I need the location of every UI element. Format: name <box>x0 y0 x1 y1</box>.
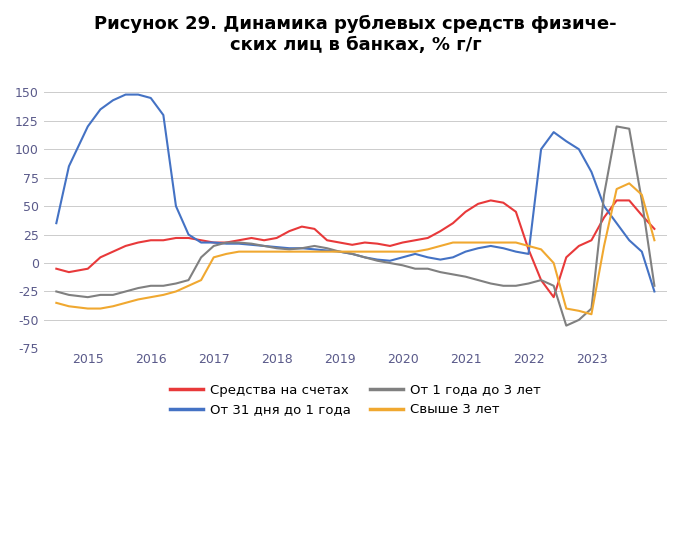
Legend: Средства на счетах, От 31 дня до 1 года, От 1 года до 3 лет, Свыше 3 лет: Средства на счетах, От 31 дня до 1 года,… <box>165 378 546 422</box>
Title: Рисунок 29. Динамика рублевых средств физиче-
ских лиц в банках, % г/г: Рисунок 29. Динамика рублевых средств фи… <box>94 15 617 54</box>
